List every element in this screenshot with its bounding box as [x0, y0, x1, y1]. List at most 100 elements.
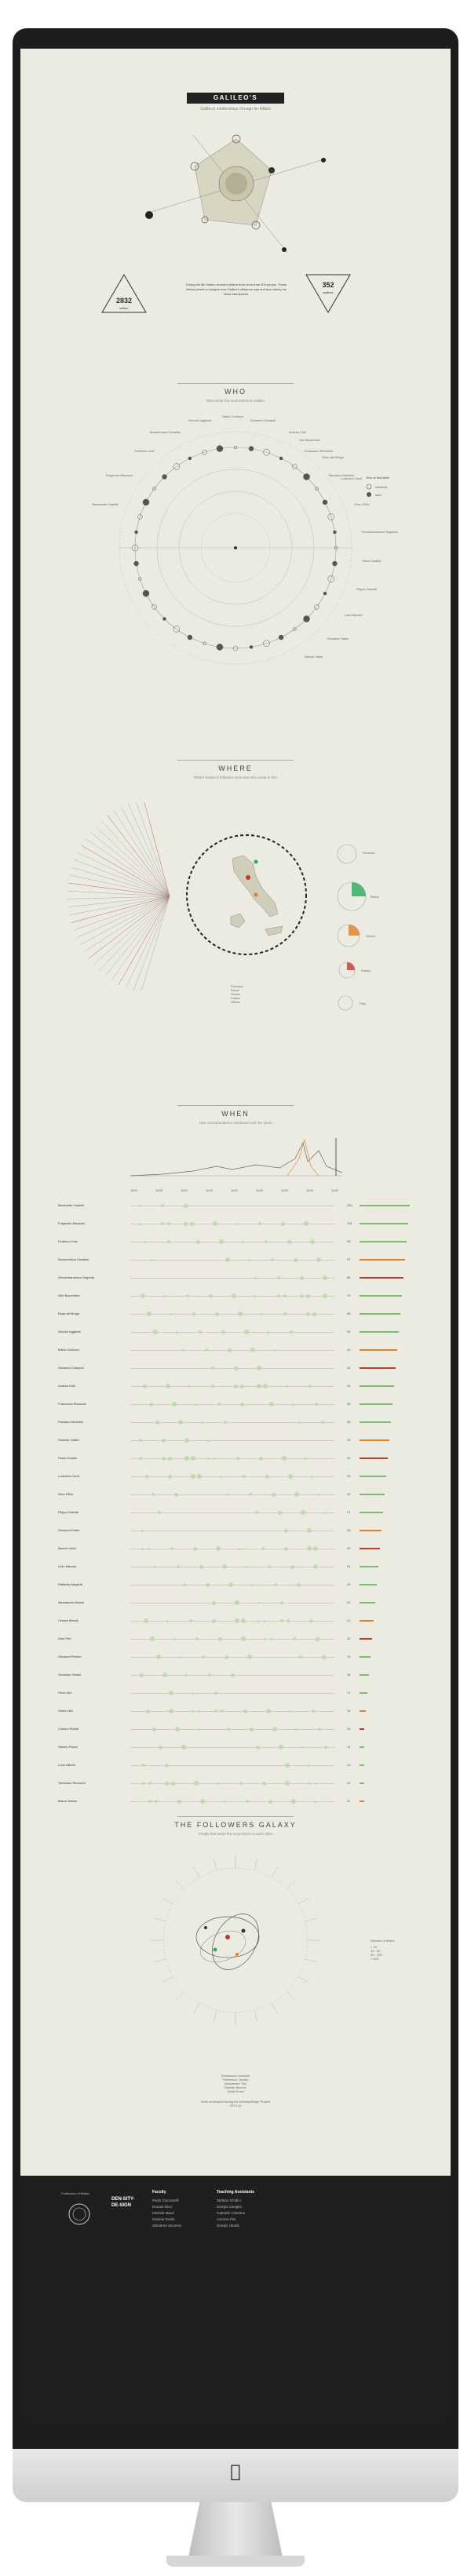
- school-name: Politecnico di Milano: [61, 2191, 90, 2195]
- timeline-letter-dot: [286, 1385, 288, 1388]
- timeline-row-name[interactable]: Fulgenzio Micanzio: [58, 1221, 86, 1225]
- timeline-letter-dot: [191, 1474, 195, 1479]
- timeline-row-bar: [360, 1331, 399, 1333]
- timeline-row-name[interactable]: Ottavio Pisani: [58, 1745, 78, 1749]
- timeline-row-name[interactable]: Giulio Libri: [58, 1709, 73, 1713]
- timeline-row-name[interactable]: Geri Bocchineri: [58, 1293, 80, 1297]
- timeline-row-name[interactable]: Giovanni Ciampoli: [58, 1366, 84, 1370]
- who-author-dot: [292, 627, 297, 631]
- timeline-row-name[interactable]: Baccio Valori: [58, 1546, 77, 1550]
- timeline-row-name[interactable]: Vincenzo Viviani: [58, 1673, 82, 1677]
- timeline-row-name[interactable]: Mario Guiducci: [58, 1348, 79, 1352]
- where-pie-label-venice: Venice: [366, 934, 376, 938]
- when-overview-chart: [130, 1138, 343, 1177]
- timeline-letter-dot: [311, 1475, 313, 1478]
- timeline-row-name[interactable]: Luca Valerio: [58, 1763, 75, 1767]
- galaxy-spoke: [175, 1990, 185, 2001]
- constellation-diagram: [145, 134, 327, 254]
- timeline-letter-dot: [170, 1312, 172, 1315]
- italy-map-circle: [186, 834, 307, 955]
- timeline-row-bar: [360, 1620, 374, 1622]
- who-author-dot: [173, 626, 181, 633]
- timeline-row-count: 33: [347, 1438, 351, 1442]
- credits-block: Francesca Lombardi Francesco Cavallo Ale…: [20, 2074, 451, 2107]
- timeline-row-name[interactable]: Lelio Marzari: [58, 1564, 76, 1568]
- faculty-member: Paolo Ciuccarelli: [152, 2198, 179, 2202]
- timeline-row-name[interactable]: Dino Peri: [58, 1636, 71, 1640]
- timeline-letter-dot: [307, 1528, 312, 1533]
- timeline-row-name[interactable]: Benedetto Castelli: [58, 1203, 84, 1207]
- timeline-row-name[interactable]: Paolo Gualdo: [58, 1456, 78, 1460]
- timeline-row-name[interactable]: Piero Dini: [58, 1691, 72, 1695]
- where-pie-label-rome: Rome: [371, 895, 379, 899]
- monitor-stand: [188, 2502, 283, 2557]
- galaxy-spoke: [305, 1958, 318, 1963]
- timeline-letter-dot: [182, 1348, 184, 1352]
- where-fan-line: [125, 896, 170, 989]
- timeline-row-name[interactable]: Giovanfrancesco Sagredo: [58, 1275, 95, 1279]
- timeline-row-name[interactable]: Cesare Marsili: [58, 1618, 78, 1622]
- timeline-row-name[interactable]: Giovanni Faber: [58, 1528, 80, 1532]
- timeline-letter-dot: [287, 1619, 290, 1622]
- timeline-row-name[interactable]: Lodovico Cardi: [58, 1474, 79, 1478]
- galaxy-legend-item: 50 - 100: [371, 1953, 382, 1957]
- timeline-letter-dot: [297, 1582, 301, 1587]
- timeline-letter-dot: [258, 1222, 261, 1225]
- timeline-row-name[interactable]: Esaù del Borgo: [58, 1312, 80, 1315]
- timeline-letter-dot: [142, 1764, 145, 1767]
- timeline-letter-dot: [272, 1492, 276, 1497]
- timeline-row-name[interactable]: Andrea Cioli: [58, 1384, 75, 1388]
- timeline-row-name[interactable]: Alessandro Marsili: [58, 1600, 84, 1604]
- timeline-letter-dot: [224, 1421, 227, 1424]
- galaxy-spoke: [286, 1990, 296, 2001]
- year-tick-label: 1605: [155, 1188, 162, 1192]
- galaxy-spoke: [271, 1866, 279, 1878]
- infographic-page[interactable]: GALILEO'S FOLLOWERS Galileo's relationsh…: [20, 49, 451, 2419]
- who-author-dot: [131, 544, 139, 552]
- galaxy-spoke: [162, 1976, 173, 1983]
- timeline-row-bar: [360, 1801, 364, 1802]
- timeline-row-name[interactable]: Roberto Galilei: [58, 1438, 79, 1442]
- who-legend-icons: [366, 483, 372, 497]
- timeline-row-bar: [360, 1494, 385, 1495]
- timeline-row-count: 40: [347, 1384, 351, 1388]
- timeline-letter-dot: [184, 1203, 188, 1208]
- timeline-letter-dot: [254, 1294, 257, 1297]
- who-name-label: Giovanni Faber: [327, 636, 349, 640]
- galaxy-legend-item: > 100: [371, 1957, 379, 1961]
- authors-stat-label: authors: [323, 290, 334, 294]
- timeline-row-name[interactable]: Marco Welser: [58, 1799, 78, 1803]
- timeline-letter-dot: [216, 1546, 221, 1551]
- timeline-row-name[interactable]: Tommaso Rinuccini: [58, 1781, 86, 1785]
- where-fan-line: [118, 896, 170, 985]
- where-legend-item: Padua: [231, 996, 240, 1000]
- timeline-row-name[interactable]: Raffaello Magiotti: [58, 1582, 82, 1586]
- who-author-dot: [314, 604, 319, 610]
- timeline-row-name[interactable]: Filippo Salviati: [58, 1510, 78, 1514]
- timeline-row-name[interactable]: Francesco Rinuccini: [58, 1402, 87, 1406]
- timeline-row-name[interactable]: Orso d'Elci: [58, 1492, 74, 1496]
- where-legend-item: Venice: [231, 992, 241, 996]
- who-name-label: Esaù del Borgo: [322, 454, 344, 459]
- timeline-letter-dot: [305, 1457, 307, 1460]
- who-author-dot: [248, 446, 254, 451]
- timeline-row-name[interactable]: Bonaventura Cavalieri: [58, 1257, 89, 1261]
- timeline-row-name[interactable]: Cosimo Ridolfi: [58, 1727, 78, 1731]
- timeline-row-name[interactable]: Giovanni Pieroni: [58, 1655, 82, 1658]
- timeline-letter-dot: [291, 1799, 296, 1804]
- timeline-row-name[interactable]: Famiano Michelini: [58, 1420, 84, 1424]
- timeline-row-name[interactable]: Niccolò Aggiunti: [58, 1330, 81, 1334]
- where-fan-chart: [68, 802, 170, 991]
- where-pie-label-pisa: Pisa: [360, 1002, 366, 1005]
- who-author-dot: [162, 474, 167, 480]
- timeline-row-line: [130, 1621, 334, 1622]
- timeline-row-line: [130, 1783, 334, 1784]
- timeline-letter-dot: [192, 1312, 195, 1315]
- where-fan-line: [107, 815, 170, 897]
- timeline-letter-dot: [177, 1565, 180, 1568]
- timeline-letter-dot: [280, 1601, 283, 1604]
- who-author-dot: [323, 591, 327, 596]
- timeline-letter-dot: [309, 1385, 312, 1388]
- timeline-row-line: [130, 1332, 334, 1333]
- timeline-row-name[interactable]: Federico Cesi: [58, 1239, 78, 1243]
